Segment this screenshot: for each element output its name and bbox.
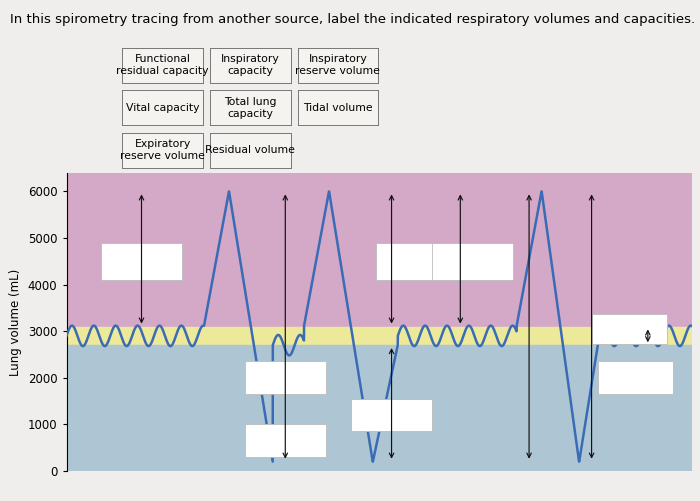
FancyBboxPatch shape [351,399,432,431]
Text: Residual volume: Residual volume [205,145,295,155]
Text: In this spirometry tracing from another source, label the indicated respiratory : In this spirometry tracing from another … [10,13,696,26]
Bar [66,327,692,345]
Text: Total lung
capacity: Total lung capacity [224,97,276,119]
Text: Inspiratory
capacity: Inspiratory capacity [221,54,279,76]
FancyBboxPatch shape [245,424,326,457]
Y-axis label: Lung volume (mL): Lung volume (mL) [9,268,22,376]
Text: Inspiratory
reserve volume: Inspiratory reserve volume [295,54,380,76]
Bar [66,345,692,471]
FancyBboxPatch shape [245,362,326,394]
FancyBboxPatch shape [592,314,666,344]
FancyBboxPatch shape [432,242,513,280]
FancyBboxPatch shape [376,242,457,280]
FancyBboxPatch shape [101,242,182,280]
Text: Tidal volume: Tidal volume [303,103,372,113]
Text: Expiratory
reserve volume: Expiratory reserve volume [120,139,205,161]
Text: Vital capacity: Vital capacity [126,103,200,113]
Text: Functional
residual capacity: Functional residual capacity [116,54,209,76]
FancyBboxPatch shape [598,362,673,394]
Bar [66,173,692,327]
